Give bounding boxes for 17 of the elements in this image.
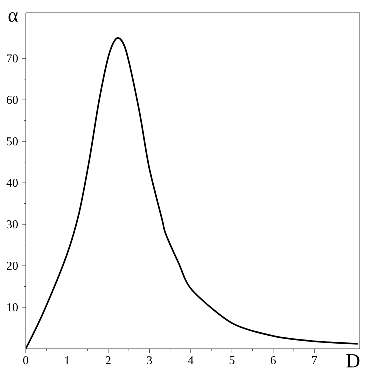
x-tick-label: 2 [106, 356, 111, 364]
x-tick-label: 4 [188, 356, 194, 364]
x-tick-label: 0 [23, 356, 29, 365]
y-tick-label: 70 [7, 54, 18, 63]
x-tick-label: 7 [312, 356, 318, 364]
x-tick-label: 3 [147, 356, 152, 365]
y-tick-label: 40 [6, 179, 18, 188]
y-tick-label: 20 [7, 262, 18, 270]
x-tick-label: 6 [270, 356, 276, 365]
y-tick-label: 30 [7, 220, 18, 229]
y-tick-label: 10 [8, 303, 18, 312]
x-tick-label: 5 [230, 356, 235, 364]
y-axis-title: α [8, 12, 18, 22]
y-tick-label: 50 [7, 138, 18, 146]
x-tick-label: 1 [65, 356, 70, 364]
x-axis-title: D [346, 354, 360, 368]
y-tick-label: 60 [7, 96, 18, 104]
